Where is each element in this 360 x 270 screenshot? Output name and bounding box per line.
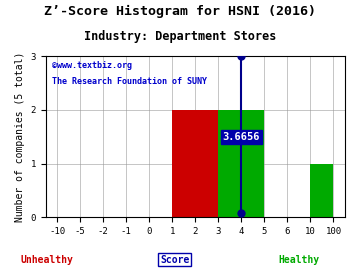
- Y-axis label: Number of companies (5 total): Number of companies (5 total): [15, 52, 25, 222]
- Bar: [310, 164, 333, 217]
- Text: 3.6656: 3.6656: [222, 132, 260, 142]
- Text: ©www.textbiz.org: ©www.textbiz.org: [51, 61, 132, 70]
- Text: Industry: Department Stores: Industry: Department Stores: [84, 30, 276, 43]
- Text: Z’-Score Histogram for HSNI (2016): Z’-Score Histogram for HSNI (2016): [44, 5, 316, 18]
- Text: The Research Foundation of SUNY: The Research Foundation of SUNY: [51, 77, 207, 86]
- Text: Healthy: Healthy: [278, 255, 319, 265]
- Text: Unhealthy: Unhealthy: [21, 255, 73, 265]
- Bar: [172, 110, 219, 217]
- Text: Score: Score: [160, 255, 189, 265]
- Bar: [219, 110, 264, 217]
